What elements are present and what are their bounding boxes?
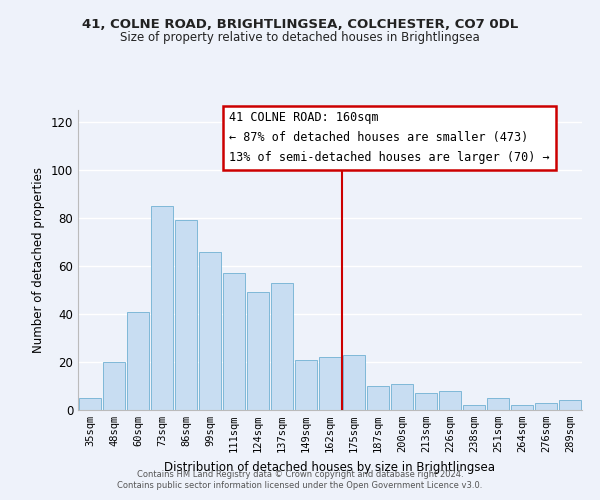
Text: Size of property relative to detached houses in Brightlingsea: Size of property relative to detached ho… bbox=[120, 31, 480, 44]
Bar bbox=[367, 386, 389, 410]
Bar bbox=[127, 312, 149, 410]
Bar bbox=[79, 398, 101, 410]
Bar bbox=[223, 273, 245, 410]
Bar bbox=[343, 355, 365, 410]
Bar bbox=[439, 391, 461, 410]
X-axis label: Distribution of detached houses by size in Brightlingsea: Distribution of detached houses by size … bbox=[164, 460, 496, 473]
Bar bbox=[559, 400, 581, 410]
Bar bbox=[199, 252, 221, 410]
Bar bbox=[319, 357, 341, 410]
Bar bbox=[415, 393, 437, 410]
Text: Contains HM Land Registry data © Crown copyright and database right 2024.: Contains HM Land Registry data © Crown c… bbox=[137, 470, 463, 479]
Bar bbox=[511, 405, 533, 410]
Bar bbox=[487, 398, 509, 410]
Bar bbox=[535, 403, 557, 410]
Bar bbox=[271, 283, 293, 410]
Bar bbox=[175, 220, 197, 410]
Bar bbox=[391, 384, 413, 410]
Bar bbox=[247, 292, 269, 410]
Bar bbox=[463, 405, 485, 410]
Text: 41 COLNE ROAD: 160sqm
← 87% of detached houses are smaller (473)
13% of semi-det: 41 COLNE ROAD: 160sqm ← 87% of detached … bbox=[229, 112, 550, 164]
Text: Contains public sector information licensed under the Open Government Licence v3: Contains public sector information licen… bbox=[118, 481, 482, 490]
Text: 41, COLNE ROAD, BRIGHTLINGSEA, COLCHESTER, CO7 0DL: 41, COLNE ROAD, BRIGHTLINGSEA, COLCHESTE… bbox=[82, 18, 518, 30]
Bar bbox=[295, 360, 317, 410]
Bar bbox=[103, 362, 125, 410]
Y-axis label: Number of detached properties: Number of detached properties bbox=[32, 167, 45, 353]
Bar bbox=[151, 206, 173, 410]
